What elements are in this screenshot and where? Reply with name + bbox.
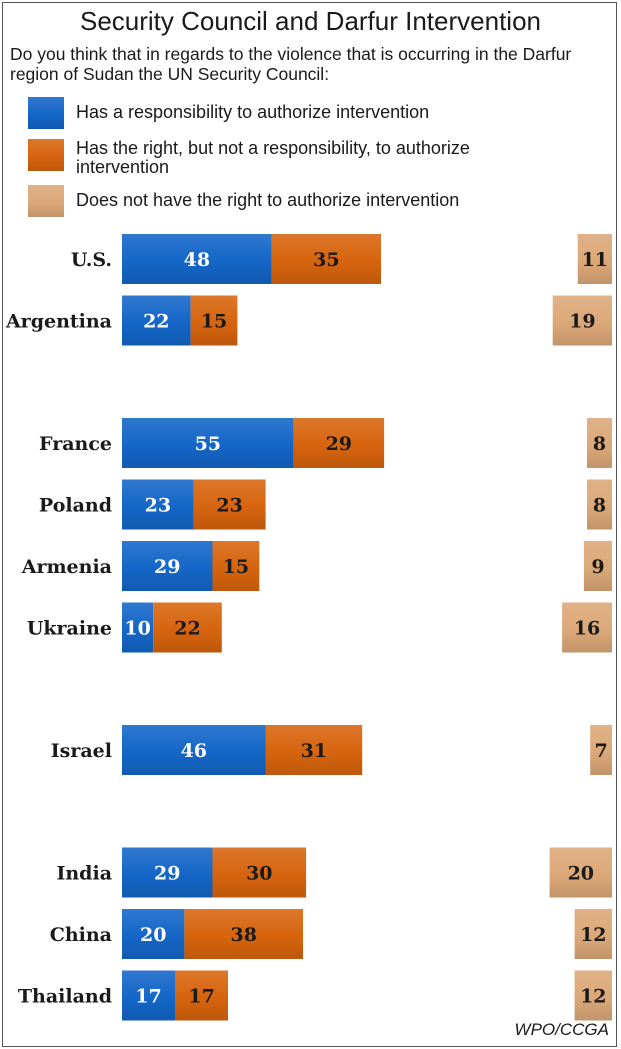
value-label-u-s-series-1: 48 — [184, 249, 210, 271]
legend-label-responsibility: Has a responsibility to authorize interv… — [76, 102, 430, 122]
value-label-argentina-series-3: 19 — [569, 311, 595, 333]
value-label-thailand-series-3: 12 — [580, 986, 606, 1008]
value-label-india-series-3: 20 — [568, 863, 594, 885]
value-label-argentina-series-1: 22 — [143, 311, 169, 333]
value-label-thailand-series-1: 17 — [135, 986, 161, 1008]
bar-france-series-1 — [122, 418, 294, 468]
legend-swatch-right — [28, 139, 64, 171]
category-label-u-s: U.S. — [71, 249, 112, 271]
bar-u-s-series-1 — [122, 234, 272, 284]
value-label-u-s-series-2: 35 — [313, 249, 339, 271]
category-label-israel: Israel — [51, 740, 112, 762]
bar-poland-series-3 — [587, 479, 612, 530]
bar-poland-series-1 — [122, 479, 194, 530]
category-label-india: India — [56, 863, 112, 885]
value-label-ukraine-series-1: 10 — [124, 618, 150, 640]
bar-argentina-series-3 — [552, 295, 612, 346]
value-label-china-series-3: 12 — [580, 924, 606, 946]
category-label-ukraine: Ukraine — [27, 618, 112, 640]
category-label-china: China — [50, 924, 112, 946]
value-label-china-series-1: 20 — [140, 924, 166, 946]
legend-item-right: Has the right, but not a responsibility,… — [28, 139, 546, 177]
value-label-ukraine-series-2: 22 — [174, 618, 200, 640]
value-label-india-series-1: 29 — [154, 863, 180, 885]
bar-ukraine-series-3 — [562, 602, 612, 653]
category-label-argentina: Argentina — [5, 311, 112, 333]
bar-china-series-1 — [122, 909, 185, 959]
bar-france-series-3 — [587, 418, 612, 468]
chart-title: Security Council and Darfur Intervention — [79, 6, 541, 36]
bar-argentina-series-2 — [190, 295, 238, 346]
legend-label-no-right: Does not have the right to authorize int… — [76, 190, 460, 210]
category-label-france: France — [39, 433, 112, 455]
bar-ukraine-series-2 — [153, 602, 222, 653]
bar-armenia-series-1 — [122, 541, 213, 591]
bar-armenia-series-3 — [583, 541, 612, 591]
value-label-france-series-1: 55 — [195, 433, 221, 455]
value-label-armenia-series-1: 29 — [154, 556, 180, 578]
category-label-armenia: Armenia — [21, 556, 112, 578]
bar-ukraine-series-1 — [122, 602, 154, 653]
value-label-poland-series-1: 23 — [145, 495, 171, 517]
value-label-armenia-series-2: 15 — [223, 556, 249, 578]
bar-thailand-series-2 — [175, 970, 228, 1021]
value-label-china-series-2: 38 — [230, 924, 256, 946]
bar-poland-series-2 — [193, 479, 266, 530]
legend-item-responsibility: Has a responsibility to authorize interv… — [28, 97, 546, 129]
bar-india-series-3 — [549, 847, 612, 898]
legend-swatch-responsibility — [28, 97, 64, 129]
value-label-poland-series-3: 8 — [593, 495, 606, 517]
value-label-israel-series-1: 46 — [181, 740, 207, 762]
bar-china-series-3 — [574, 909, 612, 959]
bar-israel-series-1 — [122, 725, 266, 775]
bar-india-series-1 — [122, 847, 213, 898]
value-label-thailand-series-2: 17 — [188, 986, 214, 1008]
legend-swatch-no-right — [28, 185, 64, 217]
value-label-israel-series-3: 7 — [594, 740, 607, 762]
bar-armenia-series-2 — [212, 541, 260, 591]
value-label-armenia-series-3: 9 — [591, 556, 604, 578]
bar-thailand-series-3 — [574, 970, 612, 1021]
value-label-india-series-2: 30 — [246, 863, 272, 885]
legend-item-no-right: Does not have the right to authorize int… — [28, 185, 546, 217]
bar-argentina-series-1 — [122, 295, 191, 346]
source-note: WPO/CCGA — [514, 1020, 609, 1039]
bar-u-s-series-3 — [577, 234, 612, 284]
category-label-poland: Poland — [39, 495, 112, 517]
bar-thailand-series-1 — [122, 970, 175, 1021]
value-label-israel-series-2: 31 — [301, 740, 327, 762]
bar-france-series-2 — [293, 418, 385, 468]
value-label-france-series-3: 8 — [593, 433, 606, 455]
bar-india-series-2 — [212, 847, 307, 898]
bar-israel-series-3 — [590, 725, 612, 775]
bar-china-series-2 — [184, 909, 303, 959]
value-label-argentina-series-2: 15 — [201, 311, 227, 333]
bar-israel-series-2 — [265, 725, 363, 775]
value-label-u-s-series-3: 11 — [582, 249, 608, 271]
category-label-thailand: Thailand — [18, 986, 112, 1008]
value-label-poland-series-2: 23 — [216, 495, 242, 517]
legend-label-right: Has the right, but not a responsibility,… — [76, 138, 470, 177]
value-label-ukraine-series-3: 16 — [574, 618, 600, 640]
chart-subtitle: Do you think that in regards to the viol… — [10, 44, 572, 84]
value-label-france-series-2: 29 — [326, 433, 352, 455]
bar-u-s-series-2 — [271, 234, 381, 284]
